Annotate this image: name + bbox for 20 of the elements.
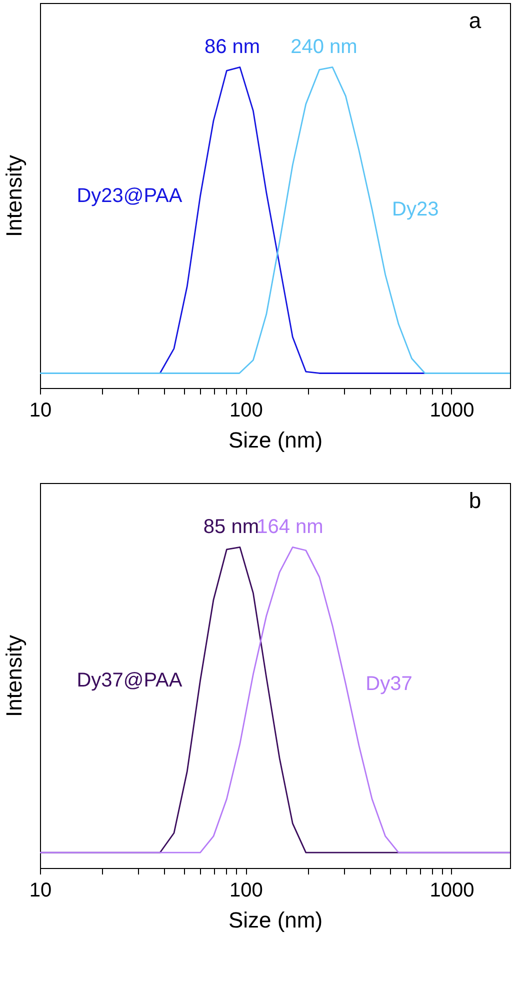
series-label: Dy23@PAA bbox=[76, 185, 183, 208]
series-label: Dy37 bbox=[366, 672, 412, 695]
y-axis-title: Intensity bbox=[2, 635, 26, 717]
x-tick-label: 100 bbox=[230, 880, 263, 902]
y-axis-title: Intensity bbox=[2, 155, 26, 237]
x-tick-label: 1000 bbox=[430, 880, 474, 902]
annotation: 240 nm bbox=[290, 36, 358, 58]
annotation: 164 nm bbox=[256, 516, 324, 538]
text: a bbox=[468, 8, 482, 33]
annotation: 85 nm bbox=[203, 516, 260, 538]
series-label: Dy37@PAA bbox=[76, 670, 183, 692]
text: b bbox=[468, 488, 482, 513]
series-label: Dy23 bbox=[392, 198, 439, 220]
x-tick-label: 10 bbox=[29, 400, 52, 422]
annotation: 86 nm bbox=[204, 36, 260, 58]
x-axis-title: Size (nm) bbox=[228, 908, 323, 932]
x-tick-label: 1000 bbox=[430, 400, 474, 422]
x-tick-label: 100 bbox=[230, 400, 263, 422]
x-axis-title: Size (nm) bbox=[228, 428, 323, 452]
x-tick-label: 10 bbox=[29, 880, 52, 902]
